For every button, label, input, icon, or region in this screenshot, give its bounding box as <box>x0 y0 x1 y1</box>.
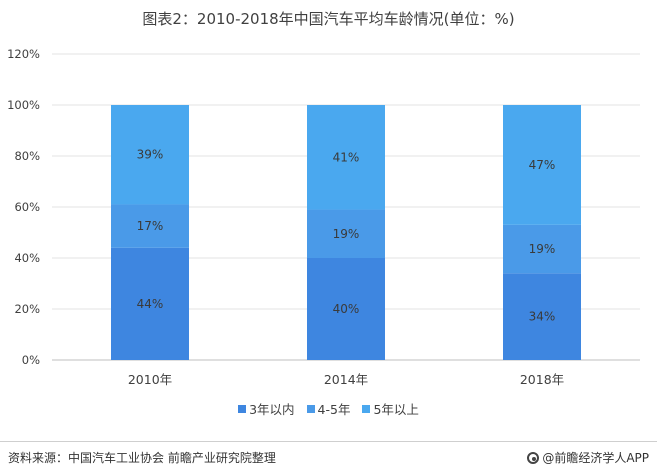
data-label: 44% <box>137 297 164 311</box>
bar-segment <box>503 105 581 225</box>
data-label: 17% <box>137 219 164 233</box>
source-note: 资料来源：中国汽车工业协会 前瞻产业研究院整理 <box>8 451 276 465</box>
legend-label: 3年以内 <box>249 402 295 417</box>
bar-segment <box>111 247 189 360</box>
legend-item: 3年以内 <box>238 399 295 418</box>
y-tick-label: 80% <box>14 149 40 163</box>
y-axis: 0% 20% 40% 60% 80% 100% 120% <box>7 47 40 367</box>
bar-segment <box>307 258 385 360</box>
y-tick-label: 60% <box>14 200 40 214</box>
legend-label: 4-5年 <box>317 402 351 417</box>
bar-segment <box>111 105 189 205</box>
legend-swatch <box>238 404 247 413</box>
chart-title: 图表2：2010-2018年中国汽车平均车龄情况(单位：%) <box>142 10 515 28</box>
footer: 资料来源：中国汽车工业协会 前瞻产业研究院整理 @前瞻经济学人APP <box>0 441 657 475</box>
x-tick-label: 2018年 <box>520 372 564 387</box>
bar-segment <box>503 273 581 360</box>
brand-label: @前瞻经济学人APP <box>542 451 649 465</box>
footer-divider <box>0 441 657 442</box>
data-label: 41% <box>333 150 360 164</box>
data-label: 39% <box>137 148 164 162</box>
brand-logo-icon <box>527 451 540 464</box>
x-axis: 2010年 2014年 2018年 <box>128 372 564 387</box>
bar-segment <box>503 224 581 274</box>
legend-label: 5年以上 <box>373 402 419 417</box>
legend-swatch <box>362 404 371 413</box>
data-label: 19% <box>333 227 360 241</box>
data-label: 47% <box>529 158 556 172</box>
data-label: 34% <box>529 310 556 324</box>
legend-item: 4-5年 <box>306 399 351 418</box>
bars: 44% 17% 39% 40% 19% 41% 34% 19% 47% <box>111 105 581 360</box>
bar-segment <box>307 209 385 258</box>
legend: 3年以内 4-5年 5年以上 <box>0 399 657 418</box>
y-tick-label: 100% <box>7 98 40 112</box>
x-tick-label: 2014年 <box>324 372 368 387</box>
data-label: 19% <box>529 242 556 256</box>
y-tick-label: 40% <box>14 251 40 265</box>
y-tick-label: 0% <box>22 353 40 367</box>
x-tick-label: 2010年 <box>128 372 172 387</box>
legend-swatch <box>306 404 315 413</box>
brand: @前瞻经济学人APP <box>527 449 649 466</box>
y-tick-label: 20% <box>14 302 40 316</box>
stacked-bar-chart: 0% 20% 40% 60% 80% 100% 120% 44% 17% 39% 40% 19% 41… <box>7 47 640 387</box>
data-label: 40% <box>333 302 360 316</box>
legend-item: 5年以上 <box>362 399 419 418</box>
y-tick-label: 120% <box>7 47 40 61</box>
bar-segment <box>111 204 189 248</box>
bar-segment <box>307 105 385 210</box>
